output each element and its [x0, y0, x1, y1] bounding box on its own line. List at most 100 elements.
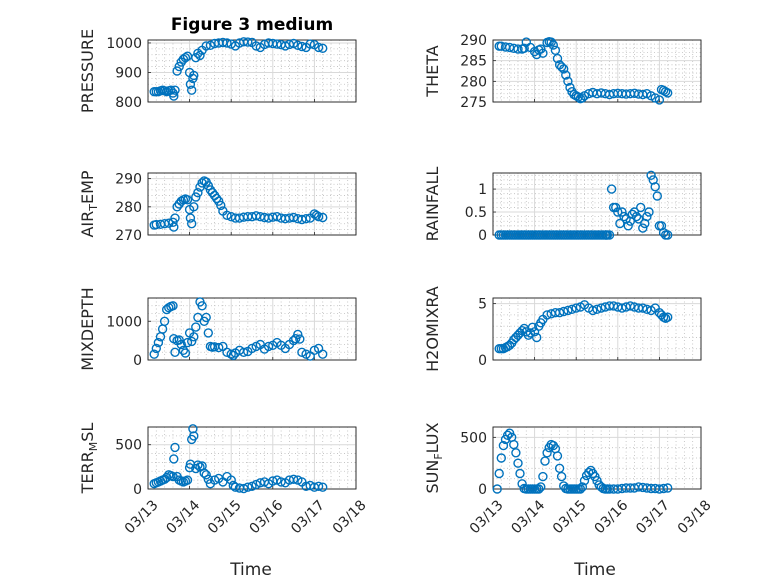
data-point-h2omixra	[554, 308, 565, 318]
data-point-sun_flux	[536, 482, 546, 492]
data-point-h2omixra	[638, 303, 648, 313]
data-point-rainfall	[633, 214, 644, 224]
plot-frame-air_temp	[147, 172, 357, 236]
data-point-h2omixra	[563, 305, 573, 316]
data-point-rainfall	[615, 218, 625, 229]
plot-frame-mixdepth	[147, 297, 357, 361]
data-point-pressure	[280, 41, 290, 51]
data-point-rainfall	[623, 221, 633, 231]
data-point-theta	[563, 76, 573, 87]
x-axis-label-right: Time	[573, 560, 616, 580]
data-point-pressure	[318, 43, 328, 53]
y-tick-label: 270	[115, 228, 142, 244]
data-point-h2omixra	[608, 301, 619, 311]
data-point-h2omixra	[663, 312, 673, 322]
data-point-mixdepth	[201, 312, 211, 323]
data-point-h2omixra	[592, 304, 602, 314]
data-point-theta	[559, 64, 569, 74]
data-point-air_temp	[186, 218, 197, 229]
data-point-h2omixra	[596, 303, 606, 313]
data-point-rainfall	[646, 170, 656, 181]
y-axis-label-sun_flux: SUNFLUX	[423, 422, 445, 493]
data-point-mixdepth	[149, 349, 159, 359]
data-point-pressure	[313, 42, 324, 53]
data-point-terr_msl	[226, 475, 236, 485]
subplot-air_temp: 270 280 290 AIRTEMP	[78, 170, 357, 244]
data-point-h2omixra	[532, 332, 542, 343]
data-point-mixdepth	[213, 342, 224, 353]
data-point-air_temp	[189, 202, 199, 212]
y-tick-label: 275	[460, 95, 487, 111]
data-point-rainfall	[650, 182, 660, 192]
y-axis-label-air_temp: AIRTEMP	[78, 170, 100, 237]
data-point-mixdepth	[288, 335, 299, 346]
data-point-rainfall	[629, 207, 640, 217]
data-point-rainfall	[644, 207, 654, 217]
y-tick-label: 1000	[106, 314, 142, 330]
data-point-air_temp	[318, 212, 328, 223]
data-point-sun_flux	[542, 448, 552, 458]
data-point-theta	[513, 44, 523, 54]
data-point-theta	[573, 92, 583, 102]
y-tick-label: 285	[460, 54, 487, 70]
data-point-pressure	[243, 37, 253, 47]
data-point-pressure	[189, 70, 199, 81]
data-point-mixdepth	[191, 322, 201, 332]
data-point-h2omixra	[625, 301, 635, 311]
data-point-mixdepth	[228, 350, 239, 361]
data-point-pressure	[195, 50, 205, 61]
data-point-sun_flux	[492, 484, 502, 494]
data-point-mixdepth	[153, 337, 164, 348]
data-point-rainfall	[663, 230, 673, 240]
data-point-rainfall	[617, 207, 627, 217]
plot-frame-theta	[492, 39, 702, 103]
data-point-pressure	[185, 79, 196, 90]
data-point-mixdepth	[180, 348, 191, 358]
data-point-sun_flux	[552, 451, 563, 461]
data-point-theta	[519, 43, 529, 53]
data-point-terr_msl	[243, 482, 253, 492]
data-point-air_temp	[193, 187, 203, 198]
data-point-pressure	[169, 91, 179, 101]
y-tick-label: 900	[115, 65, 142, 81]
data-point-pressure	[201, 41, 211, 51]
data-point-sun_flux	[554, 463, 565, 473]
data-point-terr_msl	[170, 442, 180, 453]
data-point-sun_flux	[513, 458, 523, 468]
data-point-theta	[538, 48, 548, 58]
data-point-rainfall	[638, 223, 648, 233]
data-point-sun_flux	[575, 484, 586, 494]
y-axis-label-rainfall: RAINFALL	[423, 167, 442, 242]
data-point-air_temp	[301, 213, 311, 224]
data-point-terr_msl	[288, 474, 299, 484]
data-point-terr_msl	[182, 475, 193, 485]
y-tick-label: 0	[133, 353, 142, 369]
data-point-terr_msl	[313, 481, 324, 491]
data-point-mixdepth	[182, 337, 193, 348]
figure-title: Figure 3 medium	[171, 15, 333, 35]
data-point-air_temp	[169, 222, 179, 232]
data-point-sun_flux	[538, 471, 548, 482]
y-tick-label: 280	[115, 200, 142, 216]
y-axis-label-theta: THETA	[423, 45, 442, 97]
data-point-air_temp	[170, 213, 180, 223]
data-point-pressure	[205, 40, 216, 50]
data-point-theta	[556, 62, 567, 72]
data-point-h2omixra	[542, 310, 552, 320]
subplot-theta: 275 280 285 290 THETA	[423, 33, 702, 111]
data-point-terr_msl	[188, 424, 198, 434]
data-point-sun_flux	[534, 484, 544, 494]
data-point-terr_msl	[228, 480, 239, 491]
data-point-pressure	[293, 40, 303, 50]
data-point-mixdepth	[189, 332, 199, 342]
subplot-rainfall: 0 0.5 1 RAINFALL	[423, 167, 702, 244]
data-point-terr_msl	[201, 470, 211, 480]
data-point-pressure	[222, 38, 232, 48]
data-point-mixdepth	[238, 347, 249, 357]
data-point-theta	[552, 53, 563, 64]
data-point-sun_flux	[511, 448, 521, 458]
data-point-air_temp	[216, 200, 226, 211]
data-point-terr_msl	[169, 454, 179, 464]
data-point-mixdepth	[197, 301, 207, 311]
